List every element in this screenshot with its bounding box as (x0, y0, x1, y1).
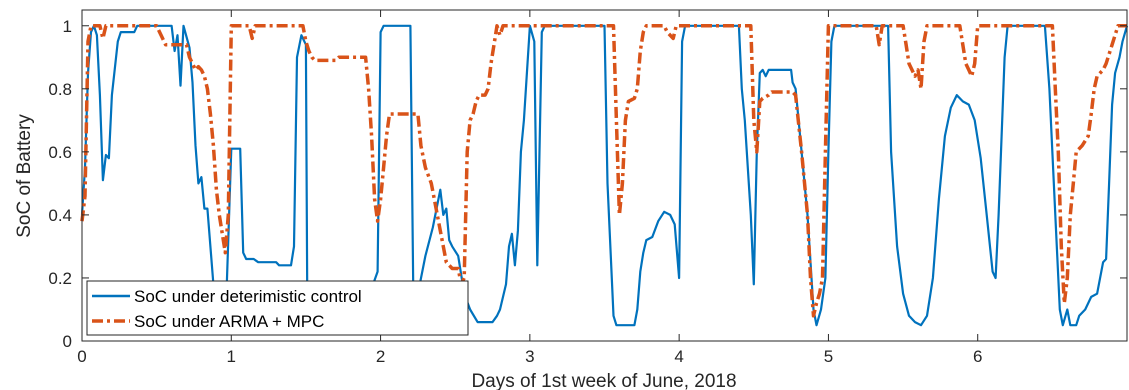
x-axis-label: Days of 1st week of June, 2018 (471, 371, 736, 390)
x-tick-label: 0 (77, 347, 86, 366)
y-tick-label: 0.8 (48, 80, 72, 99)
y-tick-label: 0 (63, 332, 72, 351)
x-tick-label: 2 (376, 347, 385, 366)
x-tick-label: 5 (824, 347, 833, 366)
y-tick-label: 0.2 (48, 269, 72, 288)
legend-label-deterministic: SoC under deterimistic control (134, 287, 362, 306)
x-tick-label: 1 (227, 347, 236, 366)
plot-frame (81, 9, 1128, 342)
x-tick-label: 4 (674, 347, 683, 366)
tick-layer: 0123456700.20.40.60.81 (48, 10, 1128, 366)
legend-label-arma-mpc: SoC under ARMA + MPC (134, 312, 324, 331)
x-tick-label: 6 (973, 347, 982, 366)
y-tick-label: 0.6 (48, 143, 72, 162)
y-tick-label: 1 (63, 17, 72, 36)
series-line-1 (80, 24, 1127, 318)
legend: SoC under deterimistic control SoC under… (86, 280, 469, 336)
legend-box (86, 280, 469, 336)
y-tick-label: 0.4 (48, 206, 72, 225)
x-tick-label: 3 (525, 347, 534, 366)
y-axis-label: SoC of Battery (14, 114, 35, 238)
